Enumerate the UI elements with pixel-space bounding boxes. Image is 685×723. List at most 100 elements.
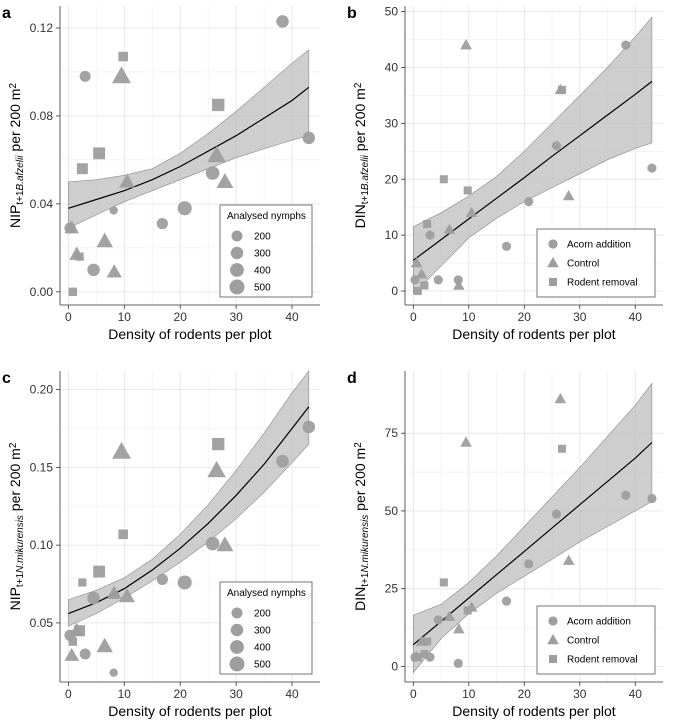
legend-circle-marker (548, 616, 558, 626)
data-point-circle (501, 241, 512, 251)
x-tick-label: 20 (174, 310, 188, 324)
data-point-triangle (207, 460, 226, 478)
data-point-triangle (106, 585, 122, 599)
y-axis-label-sub: t+1 (360, 190, 371, 205)
y-axis-label-sub-italic: N.mikurensis (360, 515, 371, 573)
legend-label: 300 (254, 626, 271, 637)
y-tick-label: 0 (391, 284, 398, 298)
y-axis-label-sup: 2 (353, 82, 364, 88)
y-axis-label-sup: 2 (8, 442, 19, 448)
data-point-square (212, 98, 225, 112)
y-axis-label: NIPt+1N.mikurensis per 200 m2 (7, 442, 26, 610)
x-axis-label: Density of rodents per plot (452, 326, 616, 342)
y-axis-label-main: DIN (352, 587, 368, 611)
y-tick-label: 10 (385, 228, 399, 242)
data-point-square (557, 85, 567, 94)
data-point-triangle (207, 145, 226, 163)
y-tick-label: 50 (385, 5, 399, 19)
data-point-square (463, 186, 472, 195)
data-point-circle (453, 275, 463, 285)
data-point-triangle (216, 536, 234, 552)
data-point-circle (87, 591, 100, 605)
panel-label: b (347, 5, 357, 22)
data-point-triangle (465, 206, 478, 217)
y-axis-label: DINt+1N.mikurensis per 200 m2 (352, 442, 371, 611)
y-axis-label-rest: per 200 m (7, 448, 23, 515)
legend-label: 500 (254, 660, 271, 671)
data-point-square (118, 529, 128, 540)
data-point-circle (109, 206, 118, 215)
data-point-square (557, 444, 567, 453)
legend: Analysed nymphs 200 300 400 500 (219, 581, 313, 675)
legend-title: Analysed nymphs (227, 211, 306, 222)
data-point-square (93, 147, 106, 160)
data-point-square (75, 252, 84, 261)
legend-label: Control (567, 636, 599, 647)
data-point-circle (647, 493, 657, 504)
data-point-circle (621, 490, 631, 500)
fit-line (412, 80, 653, 261)
legend-size-marker (230, 623, 244, 637)
y-tick-label: 0 (391, 659, 398, 673)
data-point-triangle (410, 257, 423, 268)
y-tick-label: 20 (385, 172, 399, 186)
data-point-triangle (415, 268, 428, 279)
data-point-circle (501, 596, 512, 606)
data-point-circle (87, 263, 100, 277)
legend-size-marker (230, 640, 244, 654)
data-point-circle (551, 509, 562, 519)
x-axis-label: Density of rodents per plot (452, 703, 616, 719)
data-point-triangle (460, 39, 472, 50)
data-point-triangle (64, 647, 80, 661)
y-axis-label-sup: 2 (8, 83, 19, 89)
data-point-circle (276, 15, 289, 28)
x-axis-label: Density of rodents per plot (108, 703, 272, 719)
x-tick-label: 40 (285, 310, 299, 324)
legend-triangle-marker (547, 256, 559, 268)
data-point-circle (205, 536, 220, 551)
legend-triangle-marker (547, 633, 559, 645)
y-axis-label-sub-italic: N.mikurensis (15, 515, 26, 573)
y-axis-label: NIPt+1B.afzelii per 200 m2 (7, 83, 26, 228)
x-tick-label: 40 (629, 310, 643, 324)
y-axis-label-main: DIN (352, 204, 368, 228)
data-point-circle (109, 668, 118, 677)
panel-d: 0 10 20 30 40 0 25 50 75 Density of rodents per p… (347, 370, 663, 719)
legend-circle-marker (548, 239, 558, 249)
x-tick-label: 20 (518, 310, 532, 324)
y-tick-label: 0.00 (30, 285, 54, 299)
y-tick-label: 50 (385, 504, 399, 518)
panel-label: d (347, 370, 357, 387)
data-point-circle (177, 575, 192, 590)
data-point-circle (524, 559, 534, 569)
confidence-band (68, 49, 310, 229)
legend-size-marker (230, 263, 244, 277)
data-point-square (463, 606, 472, 615)
legend-label: 200 (254, 232, 271, 243)
x-tick-label: 40 (629, 687, 643, 701)
data-point-circle (433, 275, 443, 285)
legend-label: 400 (254, 266, 271, 277)
y-axis-label-main: NIP (7, 205, 23, 228)
y-tick-label: 0.04 (30, 197, 54, 211)
panel-a: 0 10 20 30 40 0.00 0.04 0.08 0.12 Density of rode… (2, 5, 320, 342)
legend: Analysed nymphs 200 300 400 500 (219, 204, 313, 298)
legend-label: Control (567, 259, 599, 270)
x-tick-label: 30 (229, 310, 243, 324)
y-tick-label: 0.08 (30, 109, 54, 123)
y-tick-label: 0.05 (30, 616, 54, 630)
legend-square-marker (548, 654, 558, 664)
x-tick-label: 0 (65, 310, 72, 324)
legend-label: 500 (254, 283, 271, 294)
data-point-triangle (460, 436, 472, 447)
x-tick-label: 0 (65, 687, 72, 701)
legend-size-marker (231, 230, 243, 242)
data-point-triangle (106, 264, 122, 278)
legend: Acorn addition Control Rodent removal (536, 605, 656, 675)
fit-line (68, 86, 310, 209)
data-point-circle (453, 658, 463, 668)
x-tick-label: 30 (573, 687, 587, 701)
data-point-circle (177, 201, 192, 216)
panel-label: c (2, 370, 11, 387)
y-axis-label-sub: t+1 (15, 190, 26, 205)
